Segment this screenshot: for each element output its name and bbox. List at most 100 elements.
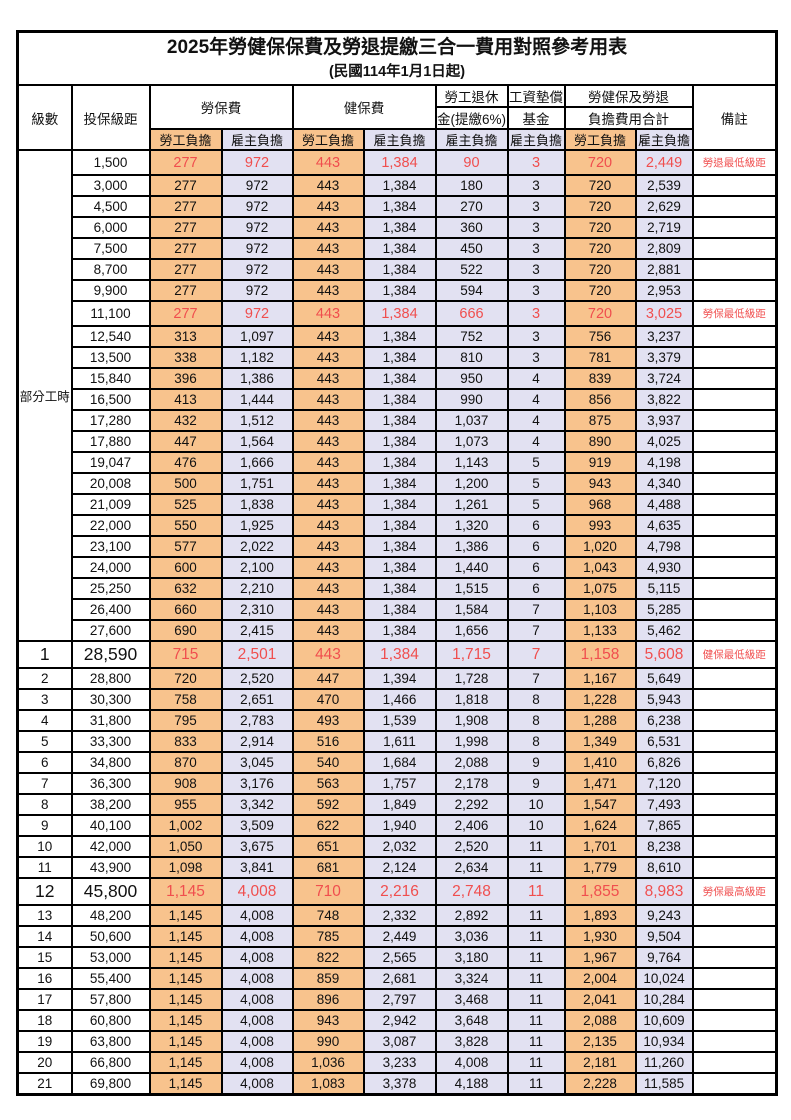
table-row: 7,500 277 972 443 1,384 450 3 720 2,809 bbox=[18, 237, 778, 260]
cell-labor-employer: 4,008 bbox=[220, 1051, 294, 1074]
cell-labor-employee: 525 bbox=[148, 493, 223, 516]
cell-health-employer: 1,466 bbox=[362, 688, 437, 711]
remark-cell bbox=[691, 174, 778, 197]
col-group-wage-fund-line1: 工資墊償 bbox=[506, 84, 566, 108]
cell-total-employer: 10,934 bbox=[634, 1030, 694, 1053]
subheader-labor-employee: 勞工負擔 bbox=[148, 128, 223, 151]
table-row: 24,000 600 2,100 443 1,384 1,440 6 1,043 4,930 bbox=[18, 556, 778, 579]
cell-health-employee: 443 bbox=[291, 300, 365, 327]
cell-labor-employer: 4,008 bbox=[220, 988, 294, 1011]
table-row: 8,700 277 972 443 1,384 522 3 720 2,881 bbox=[18, 258, 778, 281]
cell-health-employee: 443 bbox=[291, 535, 365, 558]
cell-health-employee: 540 bbox=[291, 751, 365, 774]
level-cell: 10 bbox=[16, 835, 73, 858]
cell-labor-employee: 277 bbox=[148, 149, 223, 176]
cell-health-employer: 1,384 bbox=[362, 556, 437, 579]
level-cell: 12 bbox=[16, 877, 73, 906]
cell-wage-fund-employer: 7 bbox=[506, 598, 566, 621]
table-row: 26,400 660 2,310 443 1,384 1,584 7 1,103 5,285 bbox=[18, 598, 778, 621]
remark-cell bbox=[691, 709, 778, 732]
cell-pension-employer: 1,073 bbox=[434, 430, 509, 453]
cell-health-employee: 443 bbox=[291, 556, 365, 579]
cell-total-employee: 1,624 bbox=[563, 814, 637, 837]
col-group-total-line1: 勞健保及勞退 bbox=[563, 84, 694, 108]
cell-wage-fund-employer: 5 bbox=[506, 472, 566, 495]
cell-labor-employee: 277 bbox=[148, 258, 223, 281]
cell-total-employee: 756 bbox=[563, 325, 637, 348]
cell-pension-employer: 90 bbox=[434, 149, 509, 176]
remark-cell bbox=[691, 472, 778, 495]
cell-total-employee: 839 bbox=[563, 367, 637, 390]
cell-total-employee: 2,135 bbox=[563, 1030, 637, 1053]
table-row: 14 50,600 1,145 4,008 785 2,449 3,036 11 1,930 9,… bbox=[16, 925, 778, 948]
cell-total-employer: 9,504 bbox=[634, 925, 694, 948]
bracket-cell: 40,100 bbox=[70, 814, 151, 837]
cell-wage-fund-employer: 11 bbox=[506, 946, 566, 969]
cell-health-employee: 447 bbox=[291, 667, 365, 690]
level-cell: 11 bbox=[16, 856, 73, 879]
cell-labor-employer: 1,838 bbox=[220, 493, 294, 516]
cell-labor-employee: 720 bbox=[148, 667, 223, 690]
remark-cell bbox=[691, 556, 778, 579]
cell-labor-employer: 3,045 bbox=[220, 751, 294, 774]
cell-labor-employee: 1,145 bbox=[148, 1072, 223, 1095]
cell-wage-fund-employer: 5 bbox=[506, 451, 566, 474]
cell-total-employee: 720 bbox=[563, 258, 637, 281]
cell-pension-employer: 1,515 bbox=[434, 577, 509, 600]
bracket-cell: 20,008 bbox=[70, 472, 151, 495]
table-row: 20,008 500 1,751 443 1,384 1,200 5 943 4,340 bbox=[18, 472, 778, 495]
header-row-groups: 級數 投保級距 勞保費 健保費 勞工退休 工資墊償 勞健保及勞退 備註 bbox=[16, 84, 778, 151]
remark-cell bbox=[691, 988, 778, 1011]
cell-total-employer: 4,930 bbox=[634, 556, 694, 579]
table-row: 1 28,590 715 2,501 443 1,384 1,715 7 1,158 5,608 健… bbox=[16, 640, 778, 669]
cell-pension-employer: 594 bbox=[434, 279, 509, 302]
cell-health-employee: 990 bbox=[291, 1030, 365, 1053]
cell-total-employer: 6,531 bbox=[634, 730, 694, 753]
cell-pension-employer: 1,143 bbox=[434, 451, 509, 474]
cell-health-employer: 1,384 bbox=[362, 346, 437, 369]
cell-total-employer: 7,865 bbox=[634, 814, 694, 837]
cell-labor-employer: 2,415 bbox=[220, 619, 294, 642]
cell-health-employer: 1,384 bbox=[362, 619, 437, 642]
table-row: 3 30,300 758 2,651 470 1,466 1,818 8 1,228 5,943 bbox=[16, 688, 778, 711]
level-cell: 19 bbox=[16, 1030, 73, 1053]
cell-pension-employer: 3,036 bbox=[434, 925, 509, 948]
remark-cell bbox=[691, 346, 778, 369]
bracket-cell: 66,800 bbox=[70, 1051, 151, 1074]
level-cell: 14 bbox=[16, 925, 73, 948]
bracket-cell: 43,900 bbox=[70, 856, 151, 879]
bracket-cell: 63,800 bbox=[70, 1030, 151, 1053]
table-row: 6 34,800 870 3,045 540 1,684 2,088 9 1,410 6,826 bbox=[16, 751, 778, 774]
cell-labor-employee: 600 bbox=[148, 556, 223, 579]
cell-health-employer: 3,233 bbox=[362, 1051, 437, 1074]
cell-total-employer: 2,809 bbox=[634, 237, 694, 260]
remark-cell bbox=[691, 493, 778, 516]
cell-labor-employer: 3,675 bbox=[220, 835, 294, 858]
cell-labor-employee: 1,145 bbox=[148, 1009, 223, 1032]
remark-cell bbox=[691, 751, 778, 774]
cell-total-employee: 1,893 bbox=[563, 904, 637, 927]
table-row: 15 53,000 1,145 4,008 822 2,565 3,180 11 1,967 9,… bbox=[16, 946, 778, 969]
table-row: 9,900 277 972 443 1,384 594 3 720 2,953 bbox=[18, 279, 778, 302]
cell-labor-employee: 413 bbox=[148, 388, 223, 411]
cell-total-employee: 1,410 bbox=[563, 751, 637, 774]
cell-total-employee: 1,547 bbox=[563, 793, 637, 816]
bracket-cell: 24,000 bbox=[70, 556, 151, 579]
cell-labor-employee: 577 bbox=[148, 535, 223, 558]
cell-wage-fund-employer: 11 bbox=[506, 1072, 566, 1095]
cell-labor-employer: 4,008 bbox=[220, 877, 294, 906]
cell-health-employee: 443 bbox=[291, 346, 365, 369]
remark-cell bbox=[691, 1009, 778, 1032]
bracket-cell: 28,800 bbox=[70, 667, 151, 690]
remark-cell bbox=[691, 258, 778, 281]
cell-total-employer: 9,243 bbox=[634, 904, 694, 927]
cell-total-employee: 856 bbox=[563, 388, 637, 411]
cell-pension-employer: 180 bbox=[434, 174, 509, 197]
cell-wage-fund-employer: 3 bbox=[506, 325, 566, 348]
bracket-cell: 12,540 bbox=[70, 325, 151, 348]
cell-health-employer: 1,384 bbox=[362, 300, 437, 327]
cell-health-employer: 1,384 bbox=[362, 237, 437, 260]
bracket-cell: 69,800 bbox=[70, 1072, 151, 1095]
cell-total-employer: 9,764 bbox=[634, 946, 694, 969]
